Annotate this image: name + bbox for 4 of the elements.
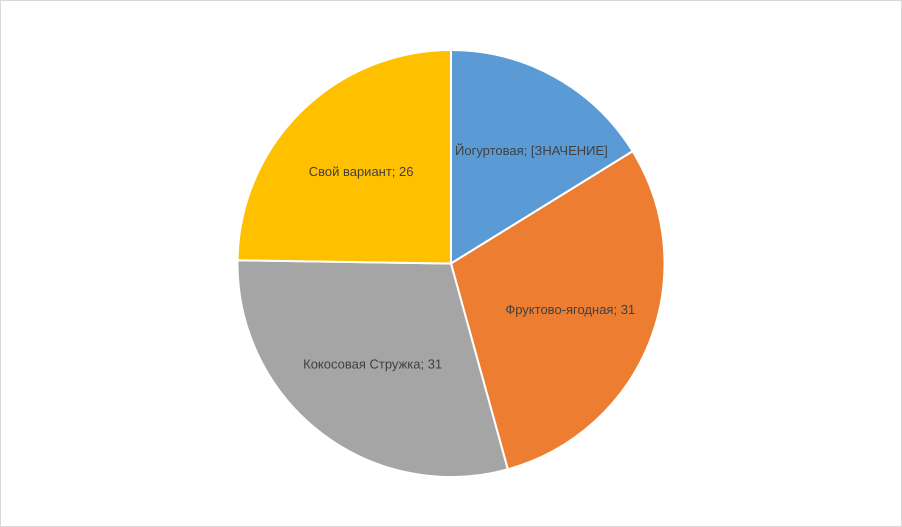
slice-label: Фруктово-ягодная; 31 (505, 302, 636, 317)
slice-label: Йогуртовая; [ЗНАЧЕНИЕ] (455, 143, 608, 158)
slice-label: Кокосовая Стружка; 31 (303, 356, 442, 372)
slice-label: Свой вариант; 26 (308, 164, 414, 179)
